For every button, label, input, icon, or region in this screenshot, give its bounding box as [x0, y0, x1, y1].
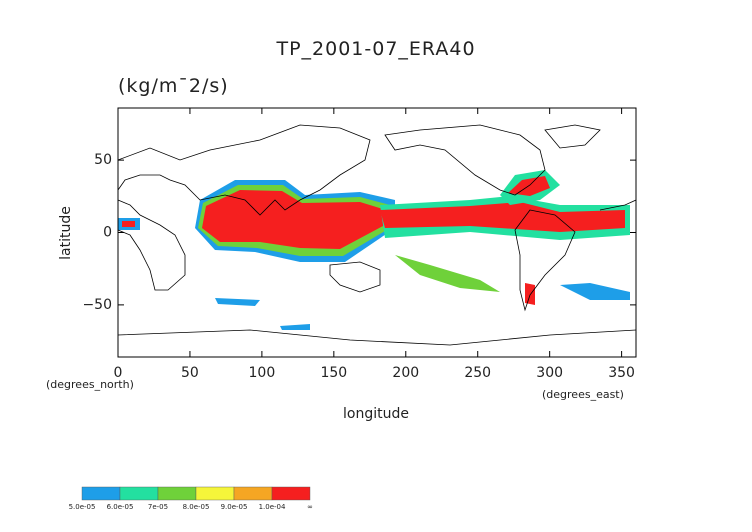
- x-units: (degrees_east): [542, 388, 624, 401]
- colorbar-swatch: [81, 486, 121, 501]
- colorbar-label: 7e-05: [148, 503, 168, 511]
- units: (kg/m¯2/s): [118, 75, 229, 97]
- colorbar-label: 9.0e-05: [221, 503, 248, 511]
- colorbar-swatch: [157, 486, 197, 501]
- colorbar-swatch: [195, 486, 235, 501]
- x-tick-label: 50: [181, 365, 199, 381]
- y-tick-label: 50: [94, 152, 112, 168]
- y-units: (degrees_north): [46, 378, 134, 391]
- title: TP_2001-07_ERA40: [275, 38, 475, 60]
- precip-fields: [118, 170, 630, 330]
- colorbar-label: 8.0e-05: [183, 503, 210, 511]
- x-tick-label: 100: [249, 365, 276, 381]
- x-tick-label: 0: [114, 365, 123, 381]
- colorbar-swatch: [119, 486, 159, 501]
- colorbar: 5.0e-05 6.0e-05 7e-05 8.0e-05 9.0e-05 1.0e-04…: [69, 486, 313, 511]
- x-tick-label: 350: [608, 365, 635, 381]
- colorbar-label: 5.0e-05: [69, 503, 96, 511]
- colorbar-label: 6.0e-05: [107, 503, 134, 511]
- x-tick-label: 250: [464, 365, 491, 381]
- x-tick-label: 300: [536, 365, 563, 381]
- colorbar-label: 1.0e-04: [259, 503, 286, 511]
- colorbar-label: ∞: [307, 503, 313, 511]
- x-label: longitude: [343, 406, 409, 422]
- coastlines: [117, 124, 637, 346]
- x-tick-label: 200: [392, 365, 419, 381]
- y-tick-label: −50: [82, 297, 112, 313]
- colorbar-swatch: [271, 486, 311, 501]
- x-tick-label: 150: [320, 365, 347, 381]
- y-label: latitude: [58, 206, 74, 260]
- colorbar-swatch: [233, 486, 273, 501]
- y-tick-label: 0: [103, 225, 112, 241]
